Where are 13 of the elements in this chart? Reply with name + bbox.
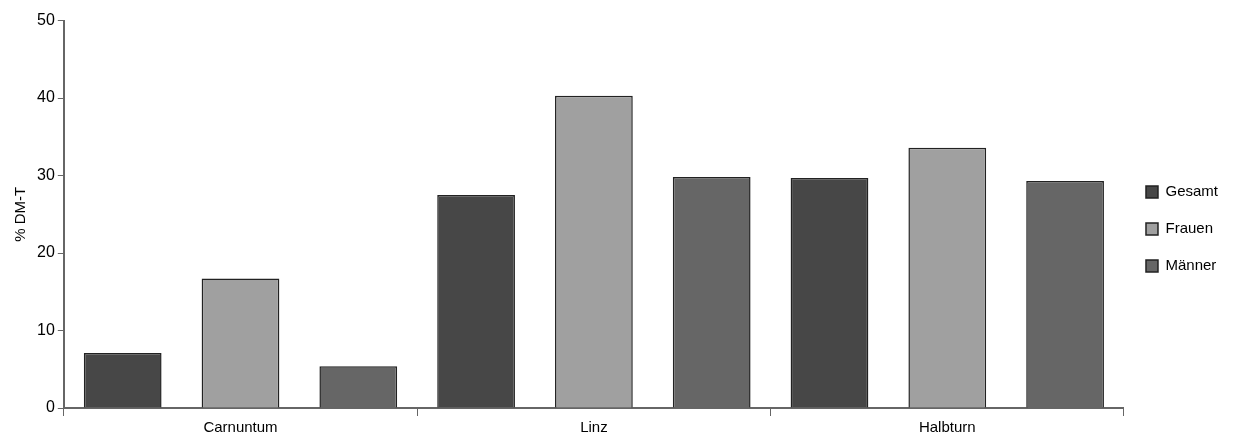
y-tick-label: 40: [37, 88, 55, 106]
legend-label: Frauen: [1165, 219, 1214, 237]
y-tick-label: 10: [37, 320, 55, 338]
y-tick-label: 30: [37, 165, 55, 183]
y-tick-label: 0: [45, 398, 55, 416]
x-tick-label: Carnuntum: [203, 418, 278, 436]
x-tick-label: Halbturn: [918, 418, 976, 436]
y-tick-label: 20: [37, 243, 55, 261]
legend-label: Gesamt: [1165, 182, 1219, 200]
y-axis-title: % DM-T: [11, 186, 29, 242]
y-tick-label: 50: [37, 11, 55, 29]
x-tick-label: Linz: [580, 418, 608, 436]
legend-label: Männer: [1165, 256, 1217, 274]
